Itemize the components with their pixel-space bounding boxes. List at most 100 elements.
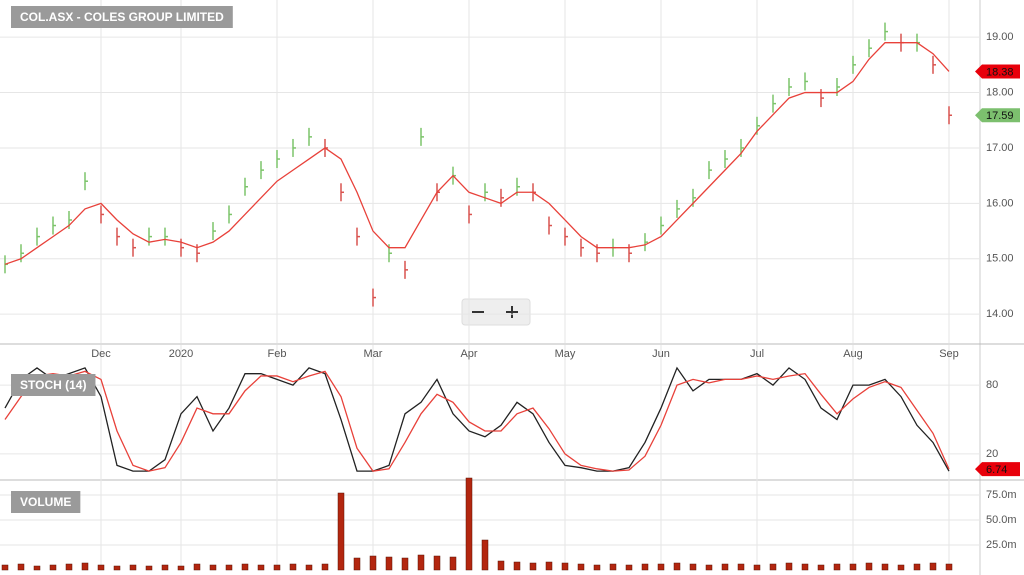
volume-bar (769, 563, 777, 571)
volume-bar (209, 564, 217, 571)
volume-bar (129, 564, 137, 571)
x-tick-label: Aug (843, 348, 863, 360)
price-bar (36, 227, 40, 246)
volume-bar (865, 562, 873, 571)
last-value-flag (975, 108, 1020, 123)
volume-bar (145, 565, 153, 571)
title-box (11, 374, 96, 396)
price-bar (228, 205, 232, 224)
last-value-label: 6.74 (986, 464, 1007, 476)
volume-bar (657, 563, 665, 571)
price-bar (100, 205, 104, 224)
price-bar (84, 172, 88, 191)
price-bar (132, 238, 136, 257)
price-bar (164, 227, 168, 246)
panel-title: STOCH (14) (20, 378, 86, 392)
zoom-controls[interactable] (461, 298, 531, 326)
volume-bar (593, 564, 601, 571)
volume-bar (401, 557, 409, 571)
volume-bar (97, 564, 105, 571)
price-bar (212, 222, 216, 241)
y-tick-label: 20 (986, 448, 998, 460)
volume-bar (609, 563, 617, 571)
price-bar (308, 127, 312, 146)
volume-bar (561, 562, 569, 571)
volume-bar (785, 562, 793, 571)
last-value-flag (975, 64, 1020, 79)
volume-bar (417, 554, 425, 571)
x-tick-label: Apr (460, 348, 477, 360)
volume-bar (545, 561, 553, 571)
volume-bar (225, 564, 233, 571)
price-bar (468, 205, 472, 224)
volume-bar (81, 562, 89, 571)
price-bar (548, 216, 552, 235)
volume-bar (881, 563, 889, 571)
volume-bar (449, 556, 457, 571)
volume-bar (385, 556, 393, 571)
volume-bar (817, 564, 825, 571)
volume-bar (705, 564, 713, 571)
price-bar (292, 138, 296, 157)
volume-bar (513, 561, 521, 571)
panel-title: COL.ASX - COLES GROUP LIMITED (20, 10, 224, 24)
price-bar (676, 199, 680, 218)
volume-bar (193, 563, 201, 571)
x-tick-label: Sep (939, 348, 959, 360)
volume-bar (465, 477, 473, 571)
series-line (4, 370, 950, 472)
y-tick-label: 14.00 (986, 308, 1014, 320)
title-box (11, 6, 233, 28)
volume-bar (305, 564, 313, 571)
volume-bar (929, 562, 937, 571)
volume-bar (337, 492, 345, 571)
price-bar (948, 106, 952, 125)
volume-bar (529, 562, 537, 571)
volume-bar (897, 564, 905, 571)
price-bar (868, 39, 872, 58)
last-value-flag (975, 462, 1020, 477)
volume-bar (273, 564, 281, 571)
y-tick-label: 17.00 (986, 142, 1014, 154)
volume-bar (49, 564, 57, 571)
x-tick-label: Jun (652, 348, 670, 360)
volume-bar (353, 557, 361, 571)
zoom-box (461, 298, 531, 326)
volume-bar (577, 563, 585, 571)
volume-bar (241, 563, 249, 571)
volume-bar (913, 563, 921, 571)
y-tick-label: 75.0m (986, 489, 1017, 501)
volume-bar (721, 563, 729, 571)
volume-bar (65, 563, 73, 571)
price-bar (340, 183, 344, 202)
volume-bar (433, 555, 441, 571)
price-bar (724, 150, 728, 169)
price-bar (276, 150, 280, 169)
series-line (4, 366, 950, 472)
y-tick-label: 50.0m (986, 514, 1017, 526)
volume-bar (801, 563, 809, 571)
y-tick-label: 15.00 (986, 253, 1014, 265)
volume-bar (673, 562, 681, 571)
volume-bar (833, 563, 841, 571)
price-bar (564, 227, 568, 246)
volume-bar (177, 565, 185, 571)
volume-bar (689, 563, 697, 571)
volume-bar (497, 560, 505, 571)
price-bar (420, 127, 424, 146)
x-tick-label: Dec (91, 348, 111, 360)
price-bar (932, 55, 936, 74)
price-bar (852, 55, 856, 74)
price-bar (116, 227, 120, 246)
volume-bar (289, 563, 297, 571)
price-bar (772, 94, 776, 113)
x-tick-label: 2020 (169, 348, 193, 360)
volume-bar (1, 564, 9, 571)
price-bar (788, 77, 792, 96)
volume-bar (737, 563, 745, 571)
volume-bar (753, 564, 761, 571)
price-bar (804, 72, 808, 91)
volume-bar (625, 564, 633, 571)
